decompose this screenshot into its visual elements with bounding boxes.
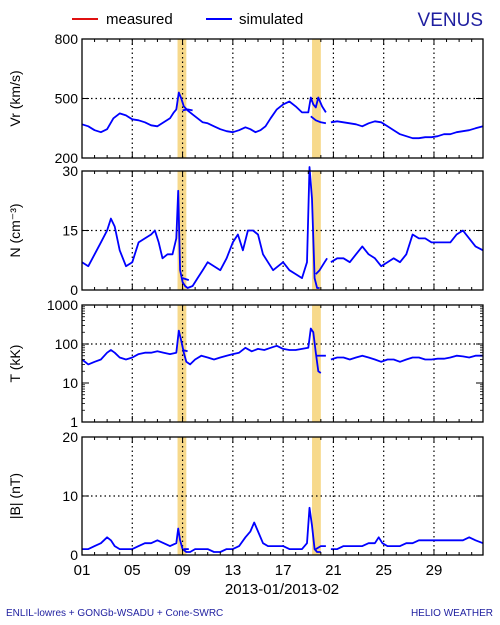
- panel-frame: [81, 304, 484, 423]
- y-axis-label: T (kK): [7, 345, 23, 383]
- y-tick-label: 1000: [47, 297, 78, 313]
- y-tick-label: 0: [70, 547, 78, 563]
- y-tick-label: 100: [55, 336, 79, 352]
- y-tick-label: 0: [70, 282, 78, 298]
- panel-frame: [81, 436, 484, 556]
- panel-1: 200 500 800 Vr (km/s): [7, 31, 484, 166]
- x-tick-label: 01: [74, 562, 91, 579]
- y-tick-label: 10: [62, 375, 78, 391]
- panel-3: 1 10 100 1000 T (kK): [7, 297, 484, 430]
- legend-measured-label: measured: [106, 11, 173, 28]
- y-axis-label: |B| (nT): [7, 473, 23, 519]
- series-simulated-segment: [330, 229, 484, 268]
- legend-simulated-label: simulated: [239, 11, 303, 28]
- planet-title: VENUS: [418, 10, 483, 31]
- y-axis-label: N (cm⁻³): [7, 203, 23, 257]
- x-tick-label: 21: [325, 562, 342, 579]
- y-tick-label: 500: [55, 91, 79, 107]
- series-simulated-segment: [330, 120, 484, 140]
- x-tick-label: 13: [225, 562, 242, 579]
- panel-2: 0 15 30 N (cm⁻³): [7, 163, 484, 298]
- y-tick-label: 15: [62, 223, 78, 239]
- legend: measured simulated: [72, 11, 303, 28]
- x-tick-label: 29: [426, 562, 443, 579]
- series-simulated-segment: [182, 108, 193, 112]
- series-simulated-segment: [182, 277, 190, 281]
- y-tick-label: 800: [55, 31, 79, 47]
- y-tick-label: 10: [62, 488, 78, 504]
- footer-brand-text: HELIO WEATHER: [411, 608, 493, 619]
- x-tick-label: 17: [275, 562, 292, 579]
- y-tick-label: 1: [70, 414, 78, 430]
- series-simulated-segment: [81, 166, 320, 289]
- series-simulated-segment: [81, 91, 327, 134]
- series-simulated-segment: [315, 257, 328, 275]
- y-axis-label: Vr (km/s): [7, 70, 23, 126]
- series-simulated-segment: [81, 327, 322, 374]
- x-tick-label: 05: [124, 562, 141, 579]
- y-tick-label: 20: [62, 429, 78, 445]
- y-tick-label: 30: [62, 163, 78, 179]
- series-simulated-segment: [182, 349, 188, 353]
- y-tick-label: 200: [55, 150, 79, 166]
- series-simulated-segment: [82, 506, 321, 553]
- x-axis-label: 2013-01/2013-02: [225, 581, 339, 598]
- footer-model-text: ENLIL-lowres + GONGb-WSADU + Cone-SWRC: [6, 608, 223, 619]
- x-tick-label: 25: [375, 562, 392, 579]
- panel-frame: [81, 38, 484, 159]
- series-simulated-segment: [330, 354, 483, 363]
- series-simulated-segment: [310, 115, 327, 125]
- x-tick-label: 09: [174, 562, 191, 579]
- series-simulated-segment: [330, 536, 484, 550]
- highlight-band-1: [177, 305, 187, 422]
- panel-4: 0 10 20 |B| (nT): [7, 429, 484, 563]
- series-simulated-segment: [315, 545, 326, 550]
- panel-frame: [81, 170, 484, 291]
